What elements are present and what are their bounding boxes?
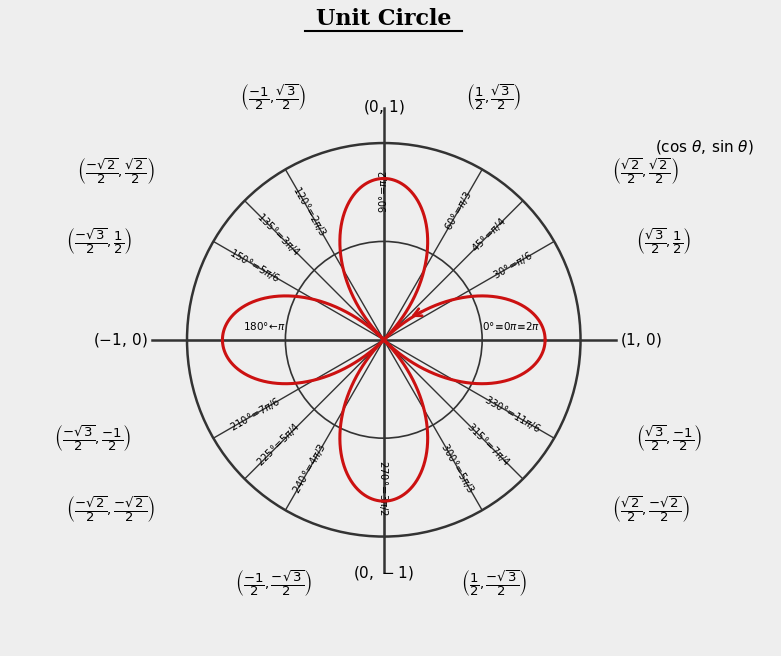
Text: $180°\!\leftarrow\!\pi$: $180°\!\leftarrow\!\pi$ — [243, 320, 285, 332]
Text: $(-1,\,0)$: $(-1,\,0)$ — [93, 331, 148, 349]
Text: $\left(\dfrac{\sqrt{2}}{2},\dfrac{\sqrt{2}}{2}\right)$: $\left(\dfrac{\sqrt{2}}{2},\dfrac{\sqrt{… — [612, 155, 679, 186]
Text: $\left(\dfrac{-1}{2},\dfrac{\sqrt{3}}{2}\right)$: $\left(\dfrac{-1}{2},\dfrac{\sqrt{3}}{2}… — [241, 81, 307, 112]
Text: $270°\!=\!3\pi/2$: $270°\!=\!3\pi/2$ — [377, 461, 390, 516]
Text: $150°\!=\!5\pi/6$: $150°\!=\!5\pi/6$ — [227, 246, 283, 285]
Text: $\left(\dfrac{-\sqrt{2}}{2},\dfrac{\sqrt{2}}{2}\right)$: $\left(\dfrac{-\sqrt{2}}{2},\dfrac{\sqrt… — [77, 155, 155, 186]
Text: $60°\!=\!\pi/3$: $60°\!=\!\pi/3$ — [441, 189, 475, 234]
Text: $120°\!=\!2\pi/3$: $120°\!=\!2\pi/3$ — [290, 184, 330, 239]
Text: $30°\!=\!\pi/6$: $30°\!=\!\pi/6$ — [490, 249, 535, 282]
Text: $210°\!=\!7\pi/6$: $210°\!=\!7\pi/6$ — [227, 394, 283, 434]
Text: $\left(\dfrac{\sqrt{2}}{2},\dfrac{-\sqrt{2}}{2}\right)$: $\left(\dfrac{\sqrt{2}}{2},\dfrac{-\sqrt… — [612, 494, 690, 524]
Text: $(0,\,1)$: $(0,\,1)$ — [362, 98, 405, 115]
Text: $\left(\dfrac{-\sqrt{3}}{2},\dfrac{1}{2}\right)$: $\left(\dfrac{-\sqrt{3}}{2},\dfrac{1}{2}… — [66, 226, 132, 256]
Text: $\left(\dfrac{\sqrt{3}}{2},\dfrac{-1}{2}\right)$: $\left(\dfrac{\sqrt{3}}{2},\dfrac{-1}{2}… — [636, 423, 702, 453]
Text: $(\cos\,\theta,\,\sin\,\theta)$: $(\cos\,\theta,\,\sin\,\theta)$ — [655, 138, 754, 156]
Text: $\left(\dfrac{-\sqrt{2}}{2},\dfrac{-\sqrt{2}}{2}\right)$: $\left(\dfrac{-\sqrt{2}}{2},\dfrac{-\sqr… — [66, 494, 155, 524]
Text: $\left(\dfrac{-\sqrt{3}}{2},\dfrac{-1}{2}\right)$: $\left(\dfrac{-\sqrt{3}}{2},\dfrac{-1}{2… — [55, 423, 132, 453]
Text: $(0,\,-1)$: $(0,\,-1)$ — [353, 564, 414, 582]
Text: $\left(\dfrac{-1}{2},\dfrac{-\sqrt{3}}{2}\right)$: $\left(\dfrac{-1}{2},\dfrac{-\sqrt{3}}{2… — [235, 568, 312, 598]
Text: $330°\!=\!11\pi/6$: $330°\!=\!11\pi/6$ — [482, 393, 543, 436]
Text: $(1,\,0)$: $(1,\,0)$ — [620, 331, 662, 349]
Text: $\left(\dfrac{\sqrt{3}}{2},\dfrac{1}{2}\right)$: $\left(\dfrac{\sqrt{3}}{2},\dfrac{1}{2}\… — [636, 226, 691, 256]
Text: $0°\!\equiv\!0\pi\!\equiv\!2\pi$: $0°\!\equiv\!0\pi\!\equiv\!2\pi$ — [482, 320, 540, 332]
Text: $300°\!=\!5\pi/3$: $300°\!=\!5\pi/3$ — [438, 441, 478, 496]
Text: $45°\!=\!\pi/4$: $45°\!=\!\pi/4$ — [469, 215, 509, 255]
Text: $\left(\dfrac{1}{2},\dfrac{-\sqrt{3}}{2}\right)$: $\left(\dfrac{1}{2},\dfrac{-\sqrt{3}}{2}… — [461, 568, 527, 598]
Text: $225°\!=\!5\pi/4$: $225°\!=\!5\pi/4$ — [254, 420, 303, 470]
Text: $135°\!=\!3\pi/4$: $135°\!=\!3\pi/4$ — [254, 210, 303, 259]
Text: Unit Circle: Unit Circle — [316, 8, 451, 30]
Text: $90°\!=\!\pi/2$: $90°\!=\!\pi/2$ — [377, 170, 390, 213]
Text: $240°\!=\!4\pi/3$: $240°\!=\!4\pi/3$ — [290, 441, 330, 496]
Text: $\left(\dfrac{1}{2},\dfrac{\sqrt{3}}{2}\right)$: $\left(\dfrac{1}{2},\dfrac{\sqrt{3}}{2}\… — [466, 81, 522, 112]
Text: $315°\!=\!7\pi/4$: $315°\!=\!7\pi/4$ — [464, 420, 513, 470]
